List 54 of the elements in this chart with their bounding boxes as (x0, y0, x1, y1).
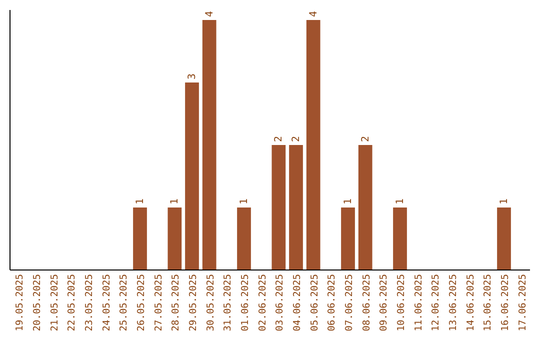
data-label: 4 (308, 10, 320, 17)
x-tick-label: 10.06.2025 (396, 274, 407, 332)
x-tick-label: 22.05.2025 (66, 274, 78, 332)
data-label: 1 (170, 198, 181, 204)
x-tick-label: 11.06.2025 (413, 274, 424, 332)
data-label: 3 (187, 73, 198, 80)
bar (185, 82, 199, 270)
bar (358, 145, 372, 270)
data-label: 1 (499, 198, 510, 204)
x-tick-label: 17.06.2025 (517, 274, 528, 332)
x-tick-label: 06.06.2025 (326, 274, 338, 332)
bar (202, 20, 216, 270)
x-tick-label: 23.05.2025 (84, 274, 95, 332)
x-tick-label: 01.06.2025 (240, 274, 251, 332)
x-tick-label: 25.05.2025 (118, 274, 130, 332)
x-tick-label: 28.05.2025 (170, 274, 182, 332)
bar (497, 208, 511, 270)
bar (306, 20, 320, 270)
data-label: 4 (204, 10, 216, 17)
x-tick-label: 26.05.2025 (136, 274, 147, 332)
x-tick-label: 13.06.2025 (448, 274, 459, 332)
data-label: 1 (343, 198, 354, 204)
data-label: 2 (291, 136, 302, 142)
x-tick-label: 31.05.2025 (222, 274, 234, 332)
x-tick-label: 30.05.2025 (205, 274, 216, 332)
bar (341, 208, 355, 270)
data-label: 2 (274, 136, 285, 142)
x-tick-label: 05.06.2025 (309, 274, 320, 332)
bar (393, 208, 407, 270)
x-tick-label: 12.06.2025 (430, 274, 442, 332)
x-tick-label: 20.05.2025 (32, 274, 43, 332)
bar (272, 145, 286, 270)
x-tick-label: 21.05.2025 (49, 274, 60, 332)
bar (289, 145, 303, 270)
data-label: 1 (135, 198, 146, 204)
x-tick-label: 02.06.2025 (257, 274, 268, 332)
data-label: 1 (239, 198, 250, 204)
x-tick-label: 27.05.2025 (153, 274, 164, 332)
x-tick-label: 24.05.2025 (101, 274, 112, 332)
x-tick-label: 08.06.2025 (361, 274, 372, 332)
x-tick-label: 15.06.2025 (482, 274, 494, 332)
x-tick-label: 29.05.2025 (188, 274, 199, 332)
bar (237, 208, 251, 270)
x-tick-label: 16.06.2025 (500, 274, 511, 332)
bar (133, 208, 147, 270)
x-tick-label: 07.06.2025 (344, 274, 355, 332)
x-tick-label: 14.06.2025 (465, 274, 476, 332)
x-tick-label: 19.05.2025 (14, 274, 26, 332)
data-label: 2 (360, 136, 372, 142)
x-tick-label: 09.06.2025 (378, 274, 390, 332)
x-tick-label: 03.06.2025 (274, 274, 286, 332)
bar (168, 208, 182, 270)
data-label: 1 (395, 198, 406, 204)
x-tick-label: 04.06.2025 (292, 274, 303, 332)
